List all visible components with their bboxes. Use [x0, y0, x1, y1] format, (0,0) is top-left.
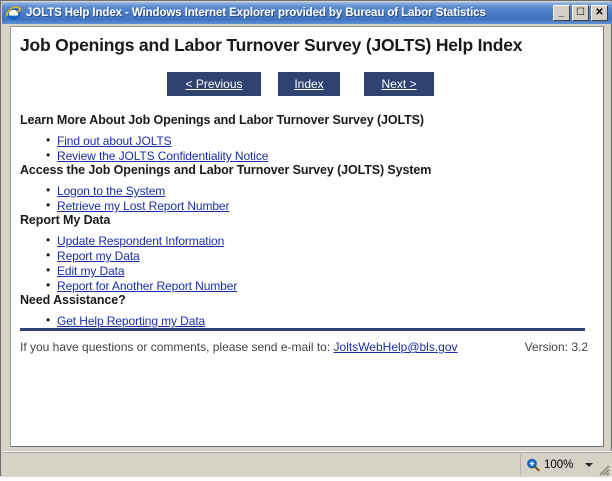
section-heading-learn-more: Learn More About Job Openings and Labor … — [20, 113, 424, 127]
help-sections: Learn More About Job Openings and Labor … — [20, 113, 594, 328]
page-title: Job Openings and Labor Turnover Survey (… — [20, 35, 523, 55]
minimize-button[interactable]: _ — [553, 5, 570, 21]
window-controls: _ ☐ ✕ — [553, 5, 608, 21]
window-title: JOLTS Help Index - Windows Internet Expl… — [26, 7, 486, 19]
resize-grip-icon[interactable] — [596, 462, 610, 476]
previous-button[interactable]: < Previous — [167, 72, 261, 96]
section-heading-access-system: Access the Job Openings and Labor Turnov… — [20, 163, 432, 177]
zoom-control[interactable]: 100% — [520, 454, 596, 475]
list-item: Edit my Data — [46, 263, 594, 278]
maximize-button[interactable]: ☐ — [572, 5, 589, 21]
list-item: Logon to the System — [46, 183, 594, 198]
link-report-my-data[interactable]: Report my Data — [57, 249, 140, 263]
page-footer: If you have questions or comments, pleas… — [20, 340, 588, 354]
list-item: Review the JOLTS Confidentiality Notice — [46, 148, 594, 163]
close-button[interactable]: ✕ — [591, 5, 608, 21]
list-item: Find out about JOLTS — [46, 133, 594, 148]
link-list-access-system: Logon to the System Retrieve my Lost Rep… — [20, 183, 594, 213]
status-bar-divider — [2, 452, 612, 453]
index-button[interactable]: Index — [278, 72, 340, 96]
link-retrieve-lost-report-number[interactable]: Retrieve my Lost Report Number — [57, 199, 230, 213]
status-bar: 100% — [2, 451, 612, 477]
minimize-icon: _ — [558, 7, 565, 18]
list-item: Report for Another Report Number — [46, 278, 594, 293]
link-find-out-about-jolts[interactable]: Find out about JOLTS — [57, 134, 172, 148]
version-label: Version: 3.2 — [524, 340, 588, 354]
link-report-another-report-number[interactable]: Report for Another Report Number — [57, 279, 238, 293]
link-list-report-my-data: Update Respondent Information Report my … — [20, 233, 594, 293]
navigation-button-bar: < Previous Index Next > — [11, 72, 603, 98]
section-heading-report-my-data: Report My Data — [20, 213, 111, 227]
browser-content-area: Job Openings and Labor Turnover Survey (… — [10, 26, 604, 447]
maximize-icon: ☐ — [576, 7, 585, 18]
title-bar[interactable]: JOLTS Help Index - Windows Internet Expl… — [2, 2, 612, 24]
help-index-page: Job Openings and Labor Turnover Survey (… — [11, 27, 603, 446]
link-confidentiality-notice[interactable]: Review the JOLTS Confidentiality Notice — [57, 149, 269, 163]
chevron-down-icon[interactable] — [585, 462, 593, 467]
footer-contact-label: If you have questions or comments, pleas… — [20, 340, 331, 354]
internet-explorer-icon — [5, 5, 22, 22]
link-update-respondent-information[interactable]: Update Respondent Information — [57, 234, 225, 248]
list-item: Report my Data — [46, 248, 594, 263]
link-list-need-assistance: Get Help Reporting my Data — [20, 313, 594, 328]
list-item: Update Respondent Information — [46, 233, 594, 248]
link-edit-my-data[interactable]: Edit my Data — [57, 264, 125, 278]
footer-divider — [20, 328, 585, 331]
list-item: Get Help Reporting my Data — [46, 313, 594, 328]
list-item: Retrieve my Lost Report Number — [46, 198, 594, 213]
link-support-email[interactable]: JoltsWebHelp@bls.gov — [333, 340, 458, 354]
next-button[interactable]: Next > — [364, 72, 434, 96]
zoom-level-label: 100% — [544, 458, 574, 471]
link-get-help-reporting-my-data[interactable]: Get Help Reporting my Data — [57, 314, 206, 328]
magnifier-plus-icon — [526, 458, 540, 472]
link-logon-to-the-system[interactable]: Logon to the System — [57, 184, 166, 198]
section-heading-need-assistance: Need Assistance? — [20, 293, 126, 307]
link-list-learn-more: Find out about JOLTS Review the JOLTS Co… — [20, 133, 594, 163]
footer-contact-text: If you have questions or comments, pleas… — [20, 340, 458, 354]
close-icon: ✕ — [595, 7, 604, 18]
